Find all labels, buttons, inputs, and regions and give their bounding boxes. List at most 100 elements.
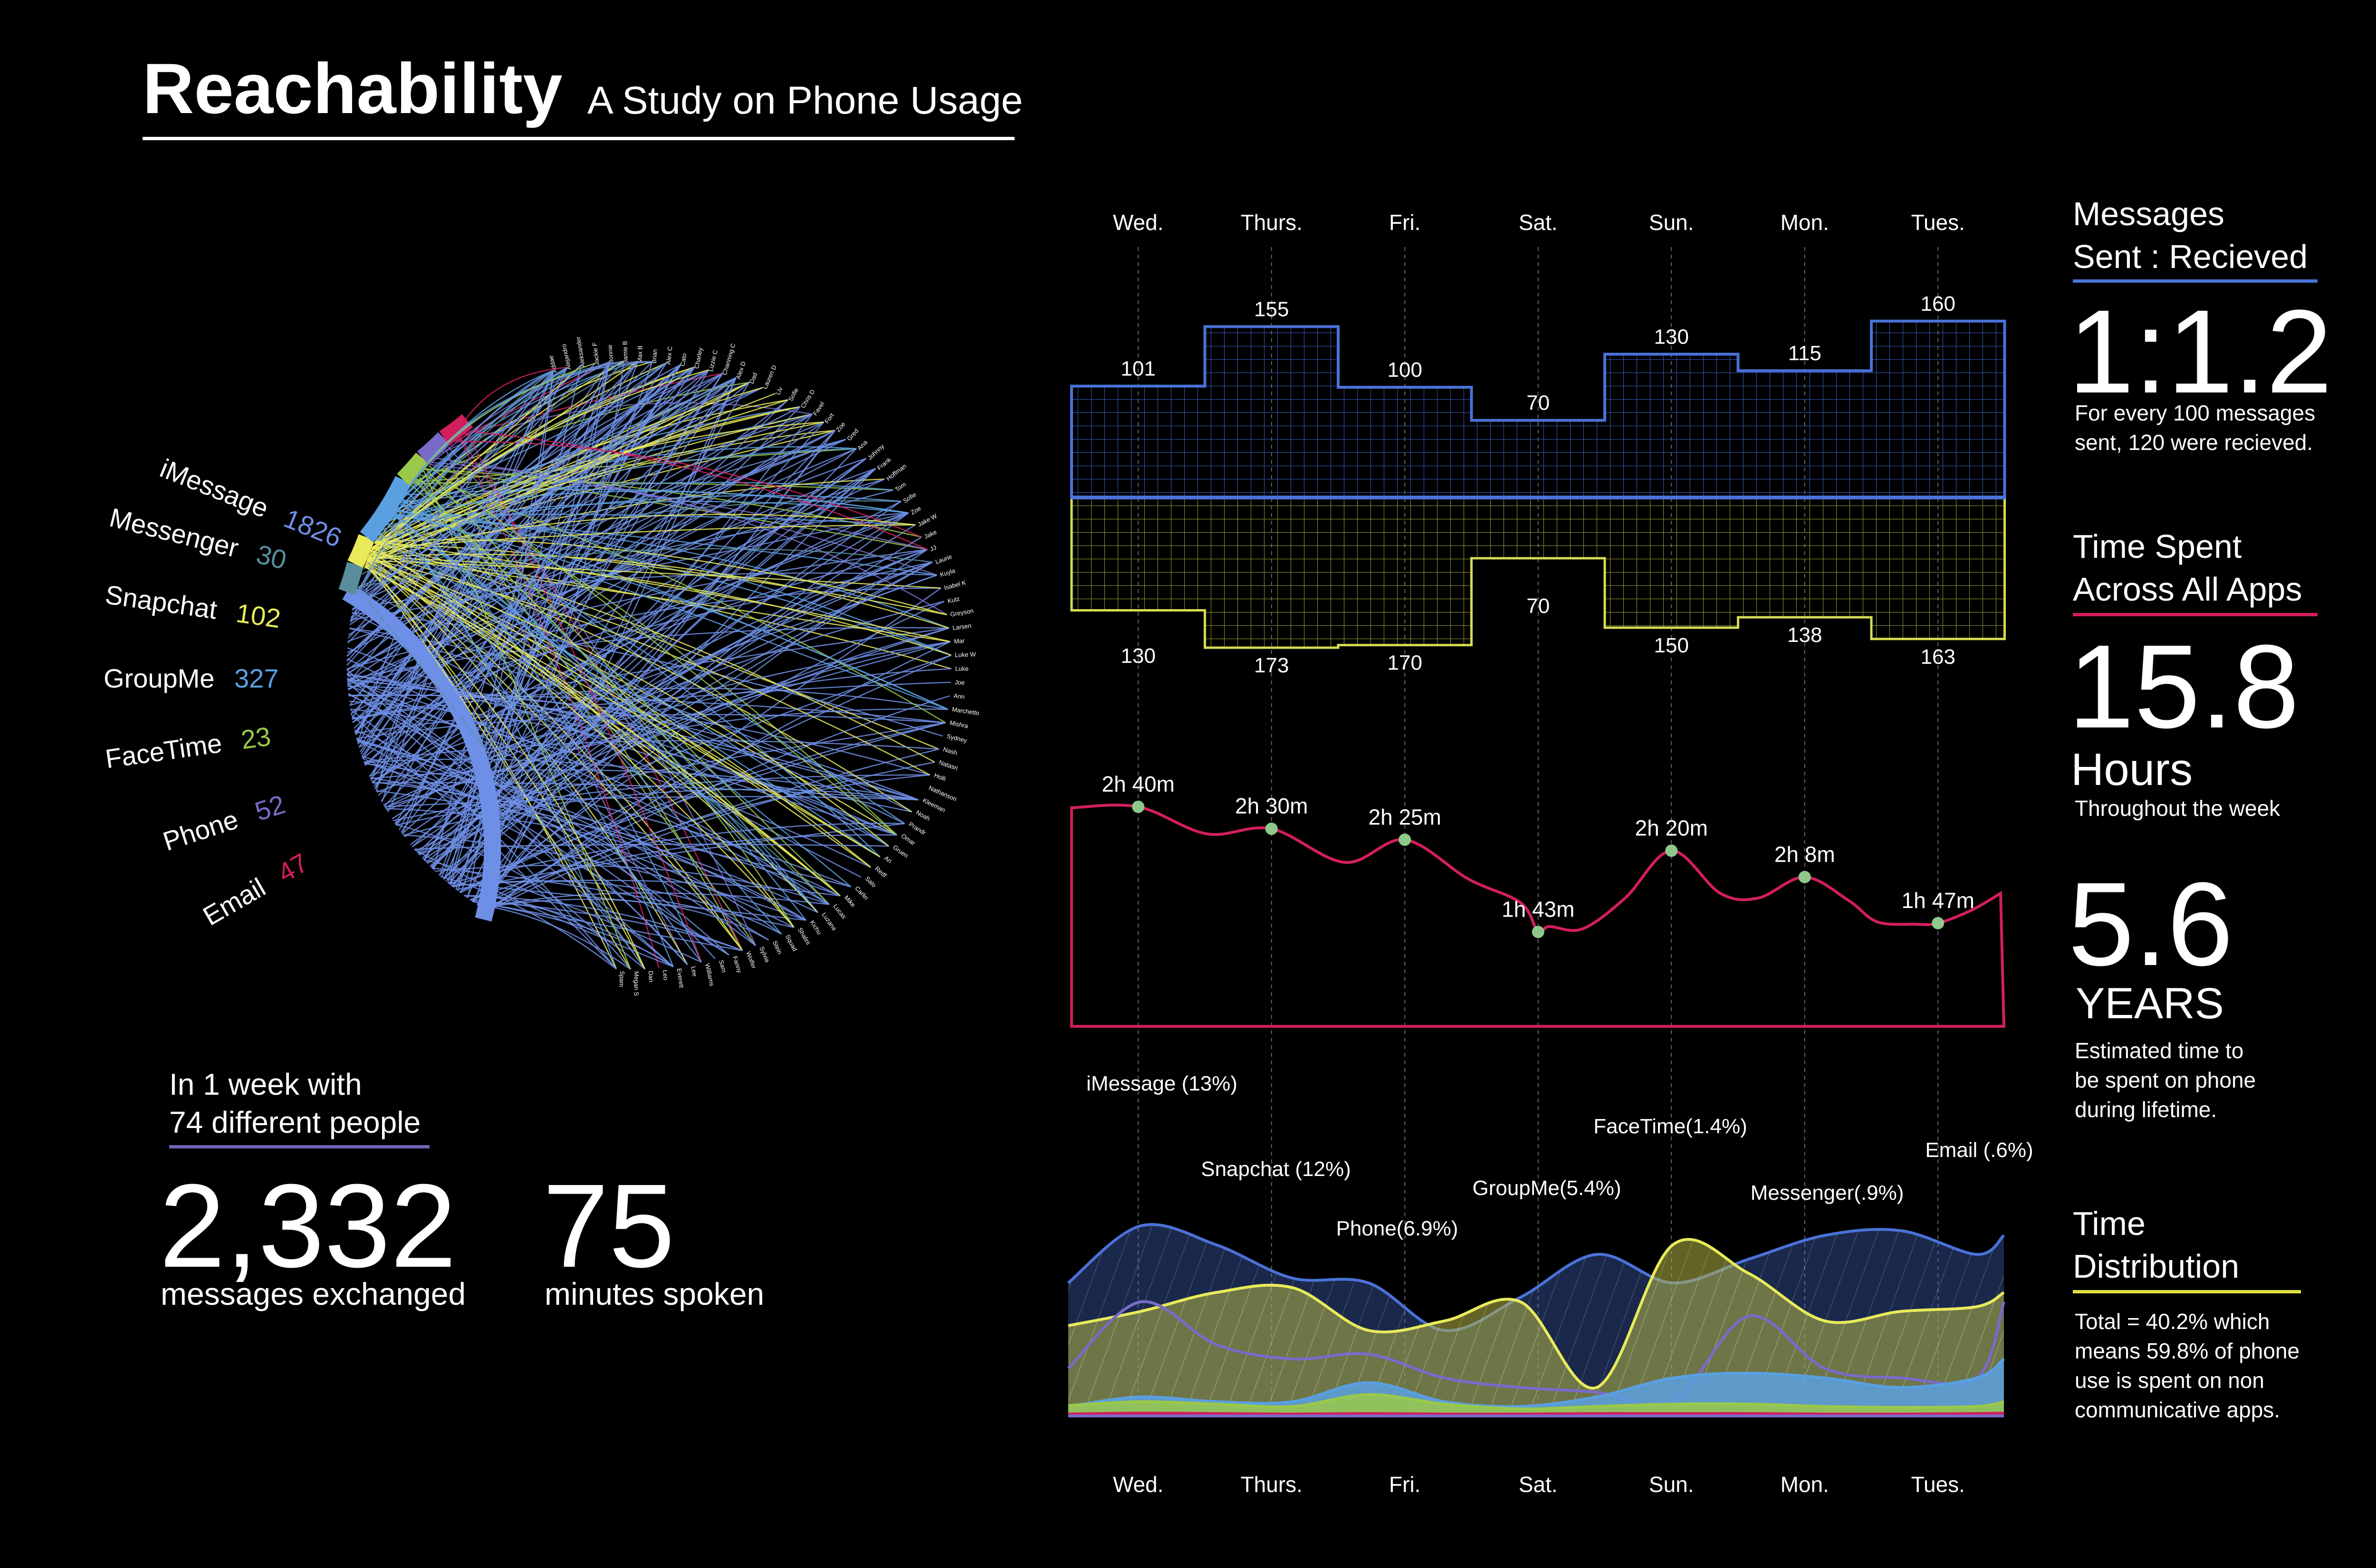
- contact-chord: [372, 524, 916, 549]
- day-label-top: Tues.: [1911, 210, 1965, 235]
- contact-chord: [366, 478, 885, 563]
- contact-name: Natasri: [938, 759, 959, 772]
- contact-chord: [426, 512, 909, 863]
- contact-chord: [375, 541, 951, 642]
- contact-chord: [347, 362, 667, 644]
- contact-chord: [402, 366, 695, 834]
- contact-chord: [347, 682, 674, 967]
- time-point: [1932, 917, 1945, 929]
- contact-chord: [393, 507, 948, 710]
- contact-name: JJ: [929, 544, 938, 553]
- contact-name: Cato: [679, 353, 688, 366]
- received-value-label: 70: [1526, 594, 1550, 618]
- app-arc-segment: [439, 414, 473, 446]
- contact-chord: [414, 843, 889, 850]
- contact-chord: [349, 561, 933, 706]
- time-label: 2h 20m: [1635, 815, 1708, 840]
- dist-heading-line-2: Distribution: [2073, 1248, 2240, 1285]
- contact-chord: [352, 512, 909, 723]
- contact-name: Wolfer: [745, 950, 757, 970]
- contact-chord: [347, 512, 909, 642]
- time-distribution-area-chart: iMessage (13%) Snapchat (12%) Phone(6.9%) G…: [1067, 1072, 2033, 1497]
- contact-chord: [364, 763, 851, 888]
- contact-name: Favel: [811, 401, 825, 417]
- contact-name: Brian: [651, 349, 659, 363]
- time-point: [1798, 870, 1811, 883]
- ratio-heading-line-2: Sent : Recieved: [2073, 238, 2308, 275]
- dist-note: Total = 40.2% which means 59.8% of phone…: [2075, 1309, 2300, 1422]
- day-label-bottom: Fri.: [1389, 1472, 1420, 1497]
- messages-exchanged-value: 2,332: [159, 1159, 457, 1292]
- area-line: [1067, 1223, 2005, 1332]
- contact-chord: [346, 549, 928, 669]
- contact-name: Mar: [954, 637, 965, 645]
- contact-name: Charley: [693, 347, 704, 369]
- received-value-label: 138: [1787, 623, 1822, 647]
- contact-name: Zoe: [910, 505, 922, 516]
- day-label-bottom: Thurs.: [1241, 1472, 1303, 1497]
- app-arc-segment: [338, 562, 364, 595]
- contact-chord: [362, 757, 729, 956]
- contact-chord: [397, 502, 881, 858]
- day-label-bottom: Tues.: [1911, 1472, 1965, 1497]
- minutes-spoken-label: minutes spoken: [545, 1276, 765, 1311]
- received-area: [1070, 496, 2006, 649]
- years-value: 5.6: [2068, 858, 2233, 990]
- contact-name: Ann: [953, 692, 965, 700]
- received-value-label: 130: [1121, 644, 1156, 668]
- contact-chord: [367, 557, 930, 775]
- contact-chord: [347, 366, 695, 686]
- contact-name: Laurie: [934, 553, 953, 565]
- contact-name: Shalini: [796, 927, 812, 946]
- contact-name: Ana: [856, 439, 869, 452]
- contact-chord: [429, 536, 922, 867]
- contact-name: Isabel K: [943, 579, 967, 592]
- time-label: 2h 40m: [1102, 772, 1175, 796]
- years-note: Estimated time to be spent on phone duri…: [2075, 1038, 2256, 1122]
- contact-chord: [412, 481, 893, 491]
- contact-name: Max B: [636, 345, 644, 363]
- contact-chord: [450, 367, 567, 446]
- contact-name: Alejandro: [560, 344, 573, 371]
- contact-chord: [413, 382, 750, 483]
- day-label-top: Sat.: [1519, 210, 1558, 235]
- contact-chord: [364, 565, 881, 858]
- day-label-top: Fri.: [1389, 210, 1420, 235]
- area-fill: [1068, 1359, 2004, 1416]
- contact-name: Carlin: [853, 885, 870, 901]
- contact-name: Lee: [690, 966, 699, 977]
- contact-chord: [399, 499, 702, 963]
- app-count: 102: [227, 596, 283, 634]
- sent-value-label: 155: [1254, 297, 1289, 321]
- day-label-top: Wed.: [1113, 210, 1164, 235]
- day-label-bottom: Wed.: [1113, 1472, 1164, 1497]
- contact-chord: [410, 561, 933, 845]
- contact-name: Channing C: [721, 343, 737, 376]
- contact-name: Sydney: [946, 732, 968, 744]
- time-label: 1h 43m: [1502, 897, 1574, 921]
- day-label-bottom: Sat.: [1519, 1472, 1558, 1497]
- app-arc-segment: [360, 476, 411, 543]
- contact-chord: [366, 392, 776, 562]
- received-value-label: 163: [1921, 645, 1955, 669]
- contact-chord: [376, 641, 951, 793]
- contact-chord: [453, 722, 946, 888]
- contact-name: Sofie: [902, 491, 918, 505]
- contact-chord: [460, 373, 723, 894]
- received-value-label: 173: [1254, 654, 1289, 677]
- time-point: [1132, 801, 1145, 813]
- area-annotation: Phone(6.9%): [1336, 1217, 1458, 1240]
- contact-chord: [471, 900, 743, 951]
- area-annotation: Snapchat (12%): [1201, 1157, 1351, 1181]
- contact-name: Jackie F: [591, 342, 600, 366]
- dist-heading-line-1: Time: [2073, 1205, 2146, 1242]
- page-subtitle: A Study on Phone Usage: [587, 79, 1023, 122]
- contact-name: Williams: [704, 963, 716, 987]
- app-label-groupme: GroupMe 327: [104, 663, 278, 694]
- contact-chord: [391, 511, 852, 888]
- area-annotation: iMessage (13%): [1086, 1072, 1237, 1095]
- contact-name: Stein: [771, 939, 784, 955]
- contact-name: Everett: [676, 968, 685, 988]
- time-underline: [2073, 613, 2318, 616]
